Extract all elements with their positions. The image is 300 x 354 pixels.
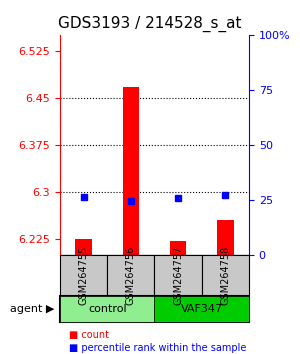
Bar [123, 87, 139, 255]
Text: agent ▶: agent ▶ [10, 304, 54, 314]
Bar [217, 220, 234, 255]
Bar [75, 239, 92, 255]
Text: ■ count: ■ count [69, 330, 109, 339]
Text: GSM264755: GSM264755 [79, 246, 88, 305]
Text: ■ percentile rank within the sample: ■ percentile rank within the sample [69, 343, 246, 353]
Text: VAF347: VAF347 [181, 304, 223, 314]
Text: control: control [88, 304, 127, 314]
Text: GDS3193 / 214528_s_at: GDS3193 / 214528_s_at [58, 16, 242, 32]
Bar [170, 241, 186, 255]
Text: GSM264756: GSM264756 [126, 246, 136, 305]
Text: GSM264757: GSM264757 [173, 246, 183, 305]
Text: GSM264758: GSM264758 [220, 246, 230, 305]
